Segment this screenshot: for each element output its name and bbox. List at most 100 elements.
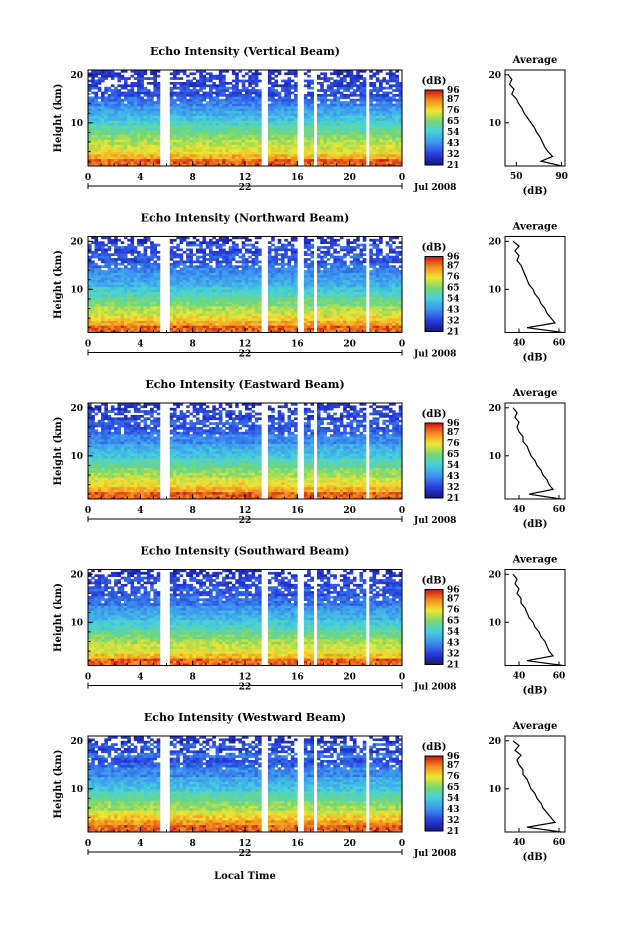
heatmap-cell (101, 137, 105, 140)
heatmap-cell (356, 94, 360, 97)
heatmap-cell (288, 125, 292, 128)
heatmap-cell (395, 84, 399, 87)
heatmap-cell (216, 101, 220, 104)
heatmap-cell (333, 130, 337, 133)
colorbar-step (425, 126, 443, 128)
heatmap-cell (229, 142, 233, 145)
heatmap-cell (363, 128, 367, 131)
heatmap-cell (225, 130, 229, 133)
heatmap-cell (157, 268, 161, 271)
heatmap-cell (242, 316, 246, 319)
heatmap-cell (209, 273, 213, 276)
heatmap-cell (104, 116, 108, 119)
heatmap-cell (216, 321, 220, 324)
heatmap-cell (144, 280, 148, 283)
heatmap-cell (117, 149, 121, 152)
heatmap-cell (225, 294, 229, 297)
heatmap-cell (229, 104, 233, 107)
heatmap-cell (114, 140, 118, 143)
heatmap-cell (350, 161, 354, 164)
heatmap-cell (222, 140, 226, 143)
heatmap-cell (245, 244, 249, 247)
heatmap-cell (180, 118, 184, 121)
heatmap-cell (291, 101, 295, 104)
heatmap-cell (232, 316, 236, 319)
heatmap-cell (350, 123, 354, 126)
heatmap-cell (202, 297, 206, 300)
heatmap-cell (222, 128, 226, 131)
heatmap-cell (343, 123, 347, 126)
average-x-label: (dB) (523, 186, 548, 197)
heatmap-cell (288, 132, 292, 135)
heatmap-cell (222, 311, 226, 314)
heatmap-cell (98, 111, 102, 114)
heatmap-cell (225, 113, 229, 116)
heatmap-cell (202, 325, 206, 328)
heatmap-cell (199, 125, 203, 128)
heatmap-cell (359, 77, 363, 80)
heatmap-cell (186, 256, 190, 259)
heatmap-cell (170, 125, 174, 128)
heatmap-cell (199, 152, 203, 155)
heatmap-cell (235, 251, 239, 254)
heatmap-cell (212, 285, 216, 288)
heatmap-cell (229, 301, 233, 304)
heatmap-cell (343, 101, 347, 104)
heatmap-cell (278, 154, 282, 157)
heatmap-cell (232, 328, 236, 331)
heatmap-cell (180, 277, 184, 280)
heatmap-cell (124, 154, 128, 157)
heatmap-cell (124, 258, 128, 261)
heatmap-cell (202, 289, 206, 292)
heatmap-cell (373, 118, 377, 121)
heatmap-cell (173, 265, 177, 268)
heatmap-cell (196, 265, 200, 268)
heatmap-cell (111, 258, 115, 261)
heatmap-cell (327, 84, 331, 87)
heatmap-cell (186, 323, 190, 326)
heatmap-cell (183, 116, 187, 119)
heatmap-cell (147, 316, 151, 319)
heatmap-cell (229, 282, 233, 285)
heatmap-cell (386, 149, 390, 152)
heatmap-cell (281, 149, 285, 152)
heatmap-cell (176, 304, 180, 307)
heatmap-cell (140, 77, 144, 80)
heatmap-cell (245, 258, 249, 261)
heatmap-cell (248, 147, 252, 150)
heatmap-cell (117, 246, 121, 249)
heatmap-cell (193, 156, 197, 159)
heatmap-cells (88, 70, 402, 166)
heatmap-cell (219, 313, 223, 316)
heatmap-cell (369, 149, 373, 152)
heatmap-cell (235, 130, 239, 133)
heatmap-cell (356, 108, 360, 111)
heatmap-cell (144, 311, 148, 314)
heatmap-cell (196, 268, 200, 271)
heatmap-cell (173, 142, 177, 145)
heatmap-cell (212, 323, 216, 326)
heatmap-cell (242, 273, 246, 276)
heatmap-cell (134, 99, 138, 102)
heatmap-cell (121, 253, 125, 256)
heatmap-cell (242, 256, 246, 259)
heatmap-cell (330, 89, 334, 92)
heatmap-cell (379, 154, 383, 157)
heatmap-cell (157, 123, 161, 126)
heatmap-cell (222, 251, 226, 254)
heatmap-cell (88, 256, 92, 259)
heatmap-cell (212, 304, 216, 307)
heatmap-cell (176, 137, 180, 140)
heatmap-cell (140, 261, 144, 264)
heatmap-cell (140, 96, 144, 99)
heatmap-cell (373, 154, 377, 157)
heatmap-cell (350, 125, 354, 128)
y-tick-label: 20 (70, 71, 83, 81)
heatmap-cell (395, 101, 399, 104)
heatmap-cell (95, 301, 99, 304)
heatmap-cell (91, 99, 95, 102)
heatmap-cell (340, 101, 344, 104)
heatmap-cell (350, 106, 354, 109)
heatmap-cell (395, 144, 399, 147)
heatmap-cell (98, 149, 102, 152)
